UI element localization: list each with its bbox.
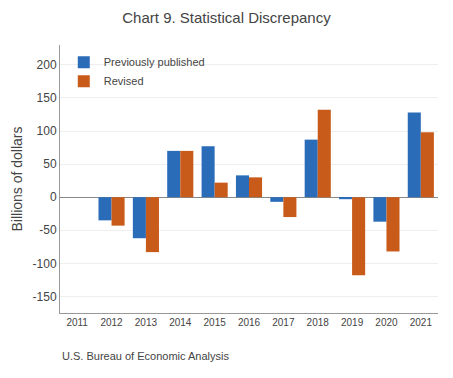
svg-text:2011: 2011 <box>66 317 88 328</box>
svg-text:0: 0 <box>50 190 57 204</box>
svg-text:2019: 2019 <box>341 317 364 328</box>
svg-text:2016: 2016 <box>238 317 261 328</box>
svg-text:2013: 2013 <box>135 317 158 328</box>
svg-text:2018: 2018 <box>307 317 330 328</box>
svg-text:2021: 2021 <box>410 317 433 328</box>
svg-text:-100: -100 <box>33 257 57 271</box>
svg-text:U.S. Bureau of Economic Analys: U.S. Bureau of Economic Analysis <box>62 350 229 362</box>
svg-text:-150: -150 <box>33 290 57 304</box>
svg-text:50: 50 <box>43 157 57 171</box>
svg-text:2014: 2014 <box>169 317 192 328</box>
svg-text:Billions of dollars: Billions of dollars <box>9 126 25 231</box>
svg-text:2015: 2015 <box>204 317 227 328</box>
svg-text:200: 200 <box>37 58 57 72</box>
svg-text:Previously published: Previously published <box>104 56 205 68</box>
svg-text:-50: -50 <box>39 223 57 237</box>
svg-text:100: 100 <box>37 124 57 138</box>
svg-text:Chart 9. Statistical Discrepan: Chart 9. Statistical Discrepancy <box>122 9 331 26</box>
svg-text:Revised: Revised <box>104 75 144 87</box>
svg-text:2020: 2020 <box>375 317 398 328</box>
svg-text:2017: 2017 <box>272 317 295 328</box>
svg-text:2012: 2012 <box>100 317 123 328</box>
svg-text:150: 150 <box>37 91 57 105</box>
